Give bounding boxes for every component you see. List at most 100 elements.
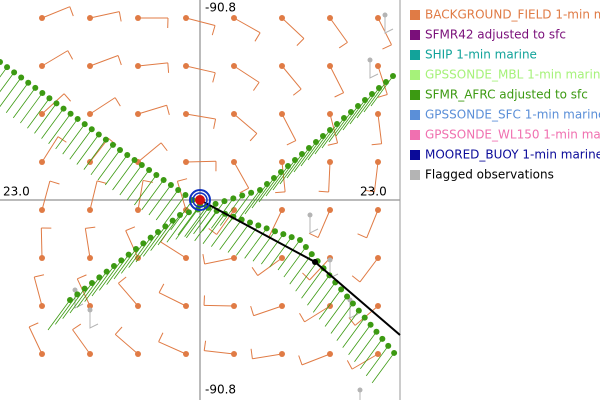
background-barb-flag (358, 234, 367, 238)
background-barb (378, 114, 382, 144)
background-barb-flag (287, 141, 296, 145)
track-point (68, 111, 74, 117)
background-barb-flag (29, 323, 38, 327)
background-barb-flag (309, 233, 318, 237)
track-point (309, 251, 315, 257)
track-barb (371, 76, 393, 106)
track-point (230, 195, 236, 201)
track-barb (364, 82, 386, 112)
background-barb (90, 55, 118, 66)
background-point (375, 159, 381, 165)
track-barb (136, 232, 158, 262)
background-barb (302, 354, 330, 365)
background-barb-flag (115, 327, 122, 334)
track-barb (280, 154, 302, 184)
background-point (183, 303, 189, 309)
background-barb-flag (209, 228, 217, 234)
flagged-barb (385, 15, 393, 33)
flagged-barb (310, 215, 318, 233)
background-barb (186, 114, 216, 119)
background-point (87, 63, 93, 69)
background-barb-flag (73, 324, 81, 330)
track-barb (63, 124, 85, 154)
background-barb (138, 143, 161, 162)
track-barb (203, 214, 225, 244)
track-barb (84, 140, 106, 170)
background-barb (42, 7, 70, 18)
background-barb-flag (168, 63, 169, 73)
track-barb (270, 237, 292, 267)
background-barb (360, 258, 378, 282)
background-point (39, 111, 45, 117)
track-barb (63, 289, 85, 319)
background-point (231, 303, 237, 309)
track-point (25, 80, 31, 86)
background-point (87, 15, 93, 21)
track-point (4, 64, 10, 70)
background-barb-flag (204, 341, 205, 351)
background-point (231, 159, 237, 165)
background-point (39, 63, 45, 69)
flagged-point (308, 213, 313, 218)
background-barb (41, 228, 42, 258)
background-barb-flag (203, 254, 205, 264)
background-barb (138, 180, 143, 210)
track-barb (13, 88, 35, 118)
background-point (279, 207, 285, 213)
track-barb (91, 145, 113, 175)
background-barb (90, 181, 97, 210)
track-point (89, 126, 95, 132)
track-point (110, 142, 116, 148)
legend-swatch (410, 30, 420, 40)
track-barb (302, 268, 324, 298)
track-point (61, 106, 67, 112)
track-barb (105, 155, 127, 185)
track-point (306, 145, 312, 151)
track-barb (151, 221, 173, 251)
background-point (279, 255, 285, 261)
track-point (96, 131, 102, 137)
background-point (375, 303, 381, 309)
background-point (39, 255, 45, 261)
track-barb (315, 124, 337, 154)
background-point (135, 63, 141, 69)
track-barb (20, 93, 42, 123)
background-barb-flag (159, 284, 164, 293)
background-barb (115, 334, 138, 354)
track-barb (99, 260, 121, 290)
track-point (39, 90, 45, 96)
track-barb (308, 130, 330, 160)
background-point (183, 159, 189, 165)
background-barb-flag (252, 267, 258, 275)
background-point (183, 351, 189, 357)
track-point (103, 137, 109, 143)
background-point (327, 15, 333, 21)
track-point (186, 209, 192, 215)
track-barb (228, 223, 250, 253)
background-point (183, 111, 189, 117)
track-point (239, 193, 245, 199)
background-barb (90, 12, 119, 18)
background-barb-flag (118, 277, 126, 283)
background-point (135, 111, 141, 117)
background-barb-flag (250, 133, 257, 140)
background-barb (204, 305, 234, 306)
background-point (375, 207, 381, 213)
background-barb-flag (347, 360, 352, 369)
track-barb (349, 325, 371, 355)
background-barb (252, 354, 282, 359)
track-point (350, 301, 356, 307)
background-barb (254, 306, 282, 316)
track-point (292, 157, 298, 163)
track-barb (294, 142, 316, 172)
background-point (375, 63, 381, 69)
track-point (362, 315, 368, 321)
track-barb (259, 172, 281, 202)
track-point (161, 177, 167, 183)
background-barb-flag (115, 98, 120, 107)
background-barb-flag (70, 7, 73, 16)
background-barb (161, 242, 186, 258)
track-barb (129, 238, 151, 268)
track-point (344, 293, 350, 299)
